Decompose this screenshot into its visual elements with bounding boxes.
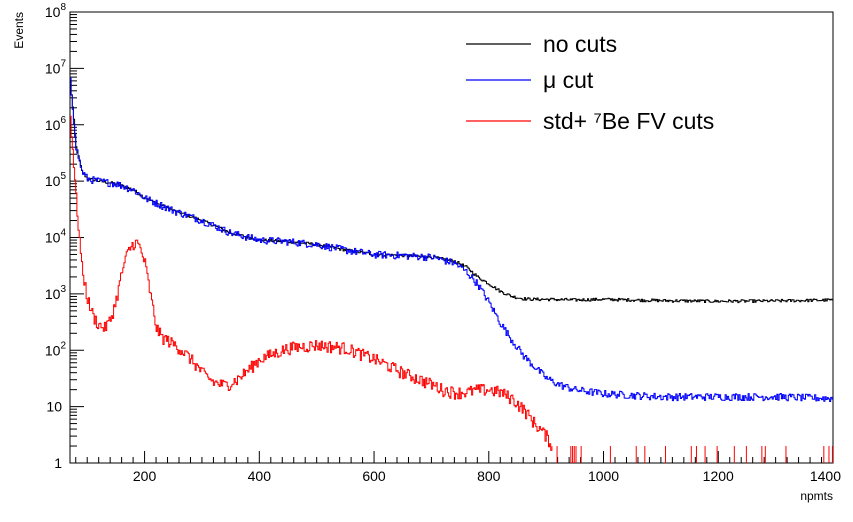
y-tick-label: 107 <box>45 58 67 76</box>
y-tick-label: 106 <box>45 115 67 133</box>
x-axis-title: npmts <box>800 489 833 503</box>
legend-label: no cuts <box>543 31 617 57</box>
y-axis-title: Events <box>12 12 26 49</box>
legend: no cuts μ cut std+ ⁷Be FV cuts <box>466 31 714 134</box>
series-line <box>70 77 833 402</box>
y-tick-label: 102 <box>45 340 67 358</box>
x-tick-label: 1200 <box>703 468 734 484</box>
x-tick-label: 200 <box>133 468 157 484</box>
y-tick-label: 1 <box>54 455 62 471</box>
series-0 <box>70 79 833 304</box>
y-tick-label: 105 <box>45 171 67 189</box>
y-tick-label: 104 <box>45 228 67 246</box>
series-1 <box>70 77 833 402</box>
x-tick-label: 400 <box>248 468 272 484</box>
x-tick-label: 800 <box>477 468 501 484</box>
x-axis: 200 400 600 800 1000 1200 1400 <box>75 451 841 484</box>
series-2 <box>70 115 833 463</box>
series-line <box>70 79 833 304</box>
series-line <box>70 115 553 451</box>
y-tick-label: 103 <box>45 284 67 302</box>
y-tick-label: 108 <box>45 2 67 20</box>
x-tick-label: 1000 <box>588 468 619 484</box>
legend-label: μ cut <box>543 67 594 93</box>
y-tick-label: 10 <box>46 399 62 415</box>
x-tick-label: 1400 <box>810 468 841 484</box>
legend-label: std+ ⁷Be FV cuts <box>543 108 714 134</box>
x-tick-label: 600 <box>362 468 386 484</box>
series-layer <box>70 77 833 463</box>
